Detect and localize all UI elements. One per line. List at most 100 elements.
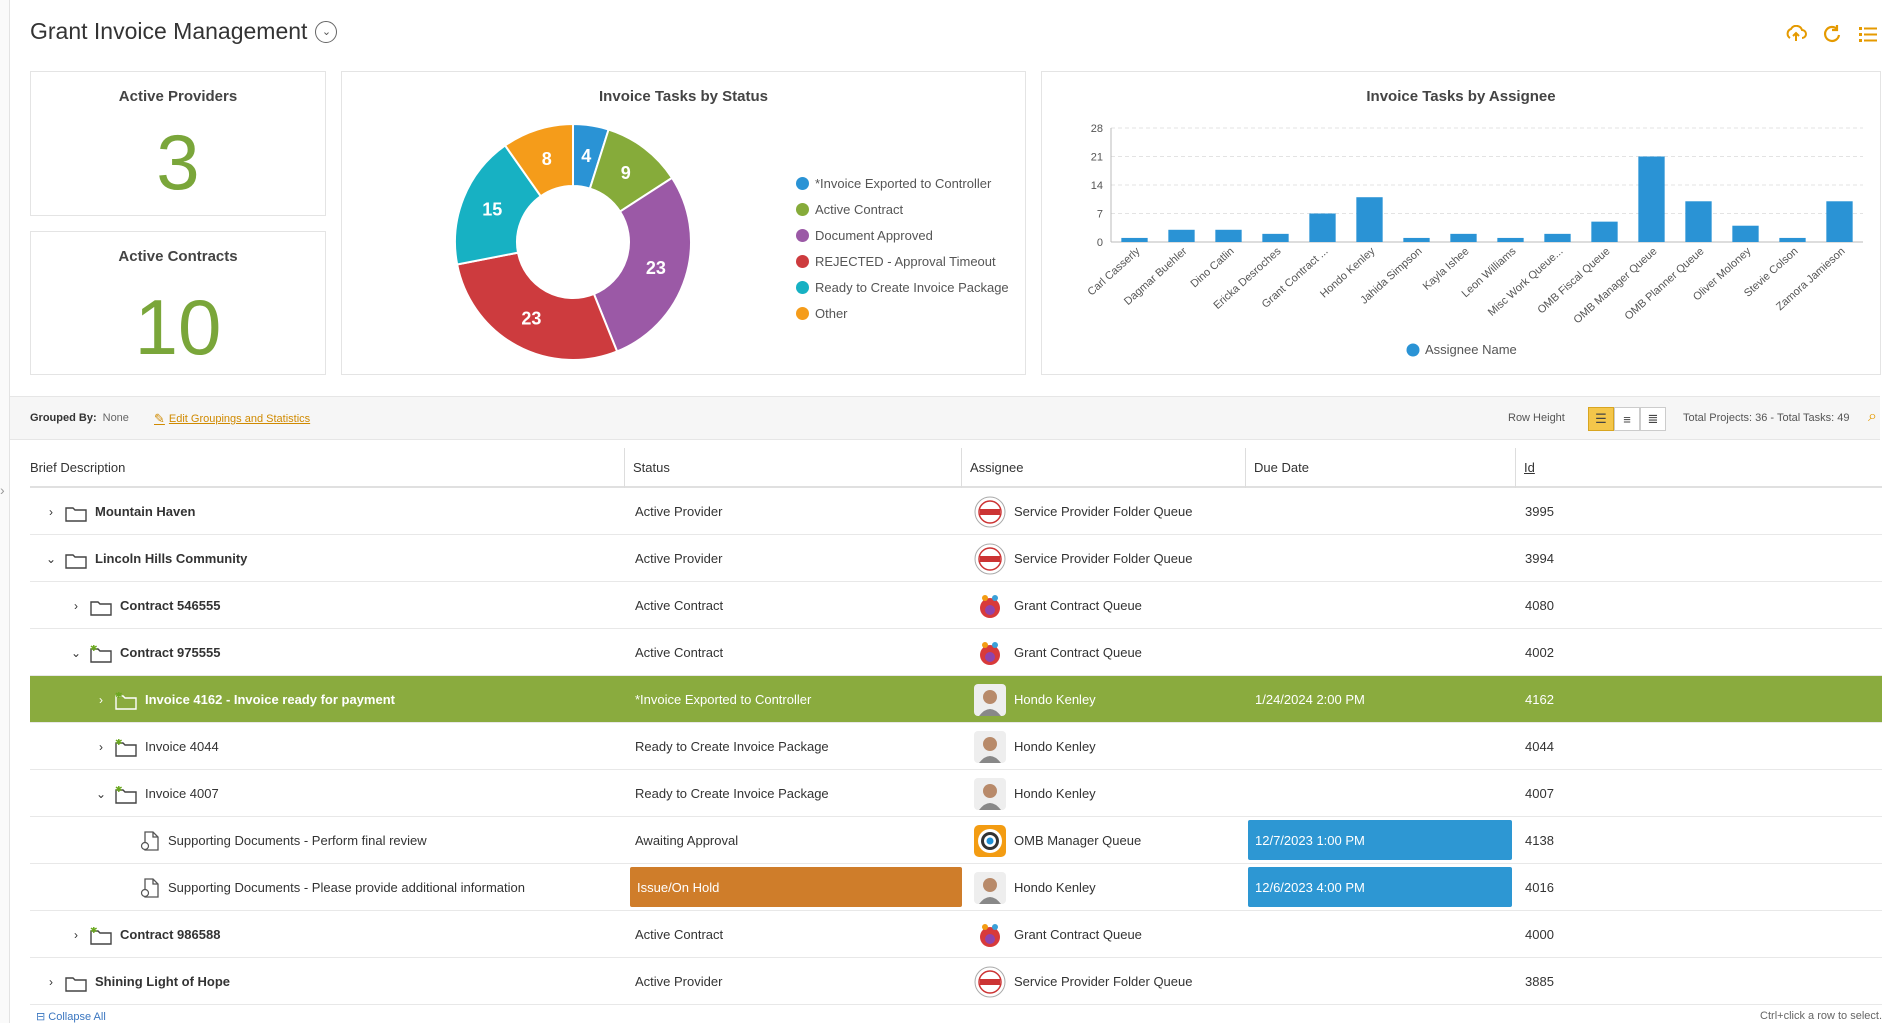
id-cell[interactable]: 4016 (1525, 864, 1625, 911)
assignee-cell[interactable]: Grant Contract Queue (974, 582, 1244, 629)
bar[interactable] (1168, 229, 1195, 242)
assignee-cell[interactable]: Hondo Kenley (974, 770, 1244, 817)
assignee-cell[interactable]: OMB Manager Queue (974, 817, 1244, 864)
bar[interactable] (1309, 213, 1336, 243)
assignee-cell[interactable]: Hondo Kenley (974, 723, 1244, 770)
description-cell[interactable]: › ✱ Contract 986588 (68, 911, 610, 958)
row-height-large-button[interactable]: ☰ (1588, 407, 1614, 431)
search-stats-icon[interactable]: ⌕ (1868, 408, 1877, 425)
id-cell[interactable]: 4000 (1525, 911, 1625, 958)
column-header-status[interactable]: Status (624, 448, 960, 488)
table-row[interactable]: ⌄ Lincoln Hills Community Active Provide… (30, 535, 1882, 582)
description-cell[interactable]: Supporting Documents - Please provide ad… (118, 864, 610, 911)
description-cell[interactable]: ⌄ ✱ Contract 975555 (68, 629, 610, 676)
bar[interactable] (1779, 237, 1806, 242)
description-cell[interactable]: › Contract 546555 (68, 582, 610, 629)
table-row[interactable]: › Shining Light of Hope Active Provider … (30, 958, 1882, 1005)
assignee-cell[interactable]: Service Provider Folder Queue (974, 958, 1244, 1005)
legend-item[interactable]: Other (796, 300, 1009, 326)
chevron-down-icon[interactable]: ⌄ (315, 20, 338, 43)
status-cell[interactable]: Active Provider (635, 535, 955, 582)
chevron-right-icon[interactable]: › (99, 692, 103, 707)
legend-label[interactable]: Assignee Name (1425, 342, 1517, 357)
bar[interactable] (1591, 221, 1618, 242)
chevron-right-icon[interactable]: › (74, 598, 78, 613)
edit-groupings-link[interactable]: ✎ Edit Groupings and Statistics (154, 411, 310, 427)
column-header-id[interactable]: Id (1515, 448, 1635, 488)
status-cell[interactable]: Ready to Create Invoice Package (635, 723, 955, 770)
id-cell[interactable]: 4138 (1525, 817, 1625, 864)
bar[interactable] (1215, 229, 1242, 242)
assignee-cell[interactable]: Grant Contract Queue (974, 911, 1244, 958)
chevron-down-icon[interactable]: ⌄ (70, 645, 82, 660)
id-cell[interactable]: 4080 (1525, 582, 1625, 629)
status-cell[interactable]: Active Contract (635, 911, 955, 958)
bar[interactable] (1403, 237, 1430, 242)
row-height-small-button[interactable]: ≣ (1640, 407, 1666, 431)
pie-slice[interactable] (503, 122, 574, 198)
expand-rail-icon[interactable]: › (0, 482, 5, 498)
due-date-cell[interactable]: 1/24/2024 2:00 PM (1255, 676, 1515, 723)
cloud-upload-icon[interactable] (1784, 22, 1808, 46)
column-header-brief-description[interactable]: Brief Description (30, 460, 126, 475)
id-cell[interactable]: 3995 (1525, 488, 1625, 535)
bar[interactable] (1497, 237, 1524, 242)
left-rail[interactable]: › (0, 0, 10, 1023)
description-cell[interactable]: ⌄ Lincoln Hills Community (43, 535, 610, 582)
assignee-cell[interactable]: Service Provider Folder Queue (974, 535, 1244, 582)
table-row[interactable]: › ✱ Invoice 4044 Ready to Create Invoice … (30, 723, 1882, 770)
column-header-assignee[interactable]: Assignee (961, 448, 1244, 488)
chevron-right-icon[interactable]: › (49, 974, 53, 989)
list-icon[interactable] (1856, 22, 1880, 46)
bar[interactable] (1450, 233, 1477, 242)
id-cell[interactable]: 4162 (1525, 676, 1625, 723)
legend-item[interactable]: Document Approved (796, 222, 1009, 248)
active-providers-card[interactable]: Active Providers 3 (30, 71, 326, 216)
bar[interactable] (1121, 237, 1148, 242)
table-row[interactable]: ⌄ ✱ Contract 975555 Active Contract Grant… (30, 629, 1882, 676)
status-cell[interactable]: Active Contract (635, 629, 955, 676)
status-cell[interactable]: Ready to Create Invoice Package (635, 770, 955, 817)
legend-item[interactable]: Ready to Create Invoice Package (796, 274, 1009, 300)
bar[interactable] (1826, 201, 1853, 242)
status-badge[interactable]: Issue/On Hold (630, 867, 962, 907)
chevron-right-icon[interactable]: › (74, 927, 78, 942)
id-cell[interactable]: 3994 (1525, 535, 1625, 582)
assignee-cell[interactable]: Hondo Kenley (974, 864, 1244, 911)
description-cell[interactable]: Supporting Documents - Perform final rev… (118, 817, 610, 864)
id-cell[interactable]: 4007 (1525, 770, 1625, 817)
refresh-icon[interactable] (1820, 22, 1844, 46)
bar[interactable] (1262, 233, 1289, 242)
id-cell[interactable]: 3885 (1525, 958, 1625, 1005)
status-cell[interactable]: Active Contract (635, 582, 955, 629)
description-cell[interactable]: › Shining Light of Hope (43, 958, 610, 1005)
description-cell[interactable]: › ✱ Invoice 4162 - Invoice ready for paym… (93, 676, 610, 723)
pie-slice[interactable] (592, 176, 692, 353)
table-row[interactable]: › ✱ Contract 986588 Active Contract Grant… (30, 911, 1882, 958)
status-cell[interactable]: *Invoice Exported to Controller (635, 676, 955, 723)
table-row[interactable]: › ✱ Invoice 4162 - Invoice ready for paym… (30, 676, 1882, 723)
collapse-all-link[interactable]: ⊟ Collapse All (36, 1010, 106, 1023)
table-row[interactable]: › Mountain Haven Active Provider Service… (30, 488, 1882, 535)
due-date-badge[interactable]: 12/7/2023 1:00 PM (1248, 820, 1512, 860)
table-row[interactable]: Supporting Documents - Perform final rev… (30, 817, 1882, 864)
id-cell[interactable]: 4002 (1525, 629, 1625, 676)
description-cell[interactable]: ⌄ ✱ Invoice 4007 (93, 770, 610, 817)
status-cell[interactable]: Awaiting Approval (635, 817, 955, 864)
assignee-cell[interactable]: Grant Contract Queue (974, 629, 1244, 676)
chevron-right-icon[interactable]: › (99, 739, 103, 754)
assignee-cell[interactable]: Hondo Kenley (974, 676, 1244, 723)
bar[interactable] (1356, 197, 1383, 242)
table-row[interactable]: Supporting Documents - Please provide ad… (30, 864, 1882, 911)
assignee-cell[interactable]: Service Provider Folder Queue (974, 488, 1244, 535)
bar[interactable] (1544, 233, 1571, 242)
status-donut-chart[interactable]: 4 9 23 23 15 8 (450, 122, 696, 362)
description-cell[interactable]: › Mountain Haven (43, 488, 610, 535)
legend-item[interactable]: *Invoice Exported to Controller (796, 170, 1009, 196)
chevron-down-icon[interactable]: ⌄ (45, 551, 57, 566)
pie-slice[interactable] (455, 251, 619, 361)
description-cell[interactable]: › ✱ Invoice 4044 (93, 723, 610, 770)
row-height-medium-button[interactable]: ≡ (1614, 407, 1640, 431)
bar[interactable] (1685, 201, 1712, 242)
